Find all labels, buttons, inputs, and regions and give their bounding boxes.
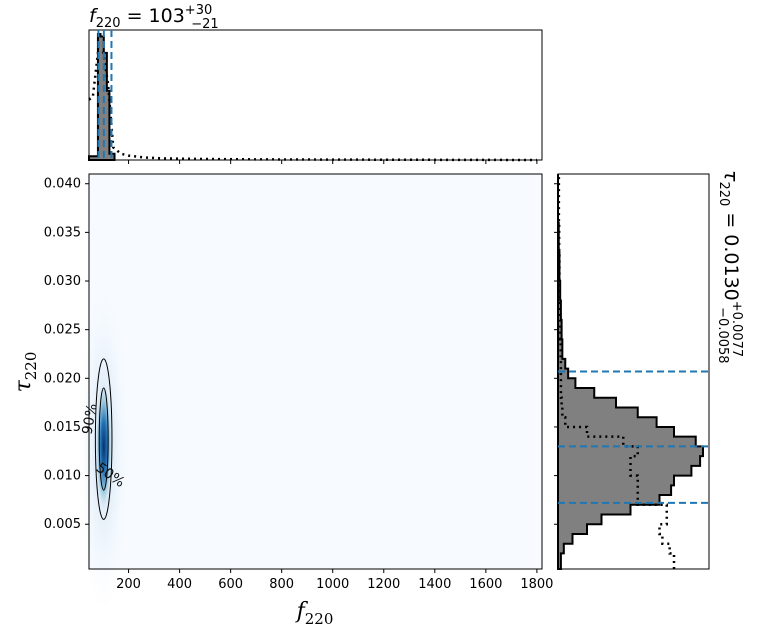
y-tick-label-6: 0.035 [44, 225, 81, 240]
right-histogram [557, 174, 704, 570]
x-tick-label-2: 600 [218, 577, 243, 592]
joint-background [89, 174, 542, 569]
right-marginal-title: τ220 = 0.0130+0.0077−0.0058 [715, 170, 744, 364]
top-marginal-title: f220 = 103+30 −21 [89, 3, 219, 32]
y-tick-label-4: 0.025 [44, 323, 81, 338]
x-tick-label-6: 1400 [418, 577, 451, 592]
y-tick-label-3: 0.020 [44, 371, 81, 386]
y-axis-label: τ220 [11, 352, 40, 393]
y-tick-label-7: 0.040 [44, 177, 81, 192]
contour-1 [94, 358, 113, 520]
contour-label-1: 90% [80, 402, 101, 435]
right-prior-line [557, 174, 676, 569]
right-y-ticks [554, 183, 558, 525]
y-tick-label-0: 0.005 [44, 517, 81, 532]
joint-density [77, 276, 130, 617]
x-tick-label-0: 200 [116, 577, 141, 592]
y-tick-label-1: 0.010 [44, 469, 81, 484]
x-tick-label-3: 800 [269, 577, 294, 592]
joint-y-ticks: 0.005 0.010 0.015 0.020 0.025 0.030 0.035 0.040 [44, 177, 89, 532]
joint-panel: 50%90% 200 400 600 800 1000 1200 1400 1600 1800 … [11, 173, 553, 628]
density-core [94, 376, 113, 517]
joint-x-ticks: 200 400 600 800 1000 1200 1400 1600 1800 [116, 569, 553, 592]
top-x-ticks [128, 160, 538, 164]
joint-frame [88, 173, 543, 570]
contour-0 [98, 387, 109, 491]
x-tick-label-4: 1000 [316, 577, 349, 592]
right-quantile-lines [558, 370, 709, 504]
right-prior-curve [557, 174, 676, 569]
x-tick-label-5: 1200 [367, 577, 400, 592]
x-tick-label-7: 1600 [469, 577, 502, 592]
x-axis-label: f220 [295, 599, 334, 628]
x-tick-label-8: 1800 [520, 577, 553, 592]
x-tick-label-1: 400 [167, 577, 192, 592]
top-marginal-frame [88, 29, 543, 161]
y-tick-label-5: 0.030 [44, 274, 81, 289]
y-tick-label-2: 0.015 [44, 420, 81, 435]
right-marginal-panel: τ220 = 0.0130+0.0077−0.0058 [554, 170, 744, 570]
top-marginal-panel: f220 = 103+30 −21 [88, 3, 543, 164]
right-histogram-bars [557, 174, 704, 570]
